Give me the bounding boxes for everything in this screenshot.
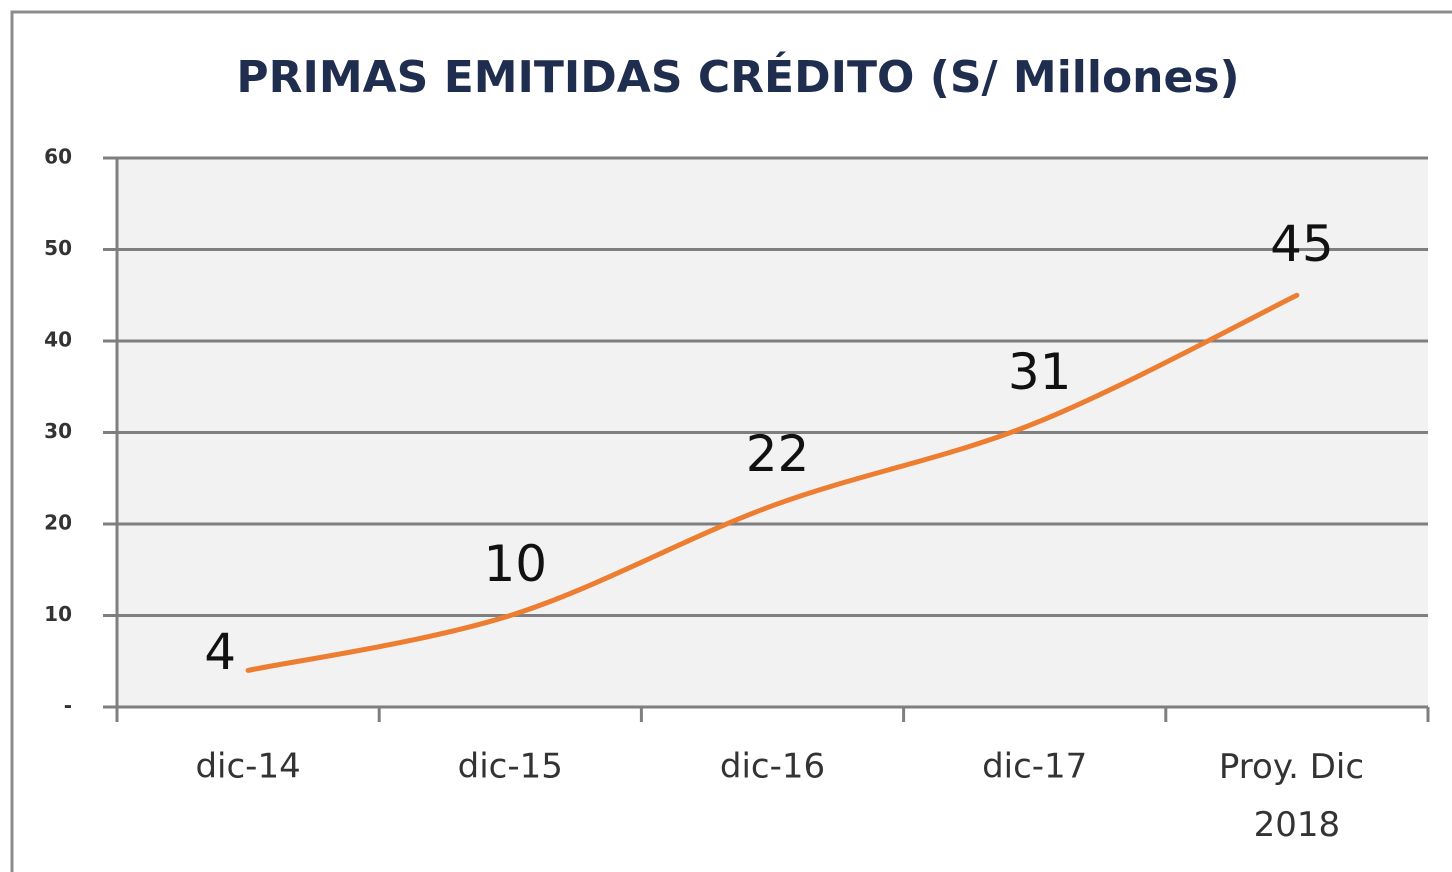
y-tick-label: 30: [44, 419, 72, 443]
x-tick-label: Proy. Dic 2018: [1219, 747, 1375, 845]
y-tick-label: 40: [44, 328, 72, 352]
y-tick-label: 60: [44, 145, 72, 169]
data-label: 45: [1270, 215, 1334, 273]
x-tick-label: dic-15: [458, 747, 563, 787]
chart-title: PRIMAS EMITIDAS CRÉDITO (S/ Millones): [236, 50, 1239, 103]
x-tick-label: dic-16: [720, 747, 825, 787]
line: [245, 292, 1300, 673]
y-tick-label: 20: [44, 511, 72, 535]
y-tick-label: -: [64, 694, 72, 718]
data-label: 4: [204, 623, 236, 681]
x-tick-label: dic-17: [982, 747, 1087, 787]
data-label: 22: [746, 425, 810, 483]
x-tick-label: dic-14: [195, 747, 300, 787]
y-tick-label: 50: [44, 236, 72, 260]
data-label: 31: [1008, 343, 1072, 401]
y-tick-label: 10: [44, 602, 72, 626]
data-label: 10: [483, 535, 547, 593]
